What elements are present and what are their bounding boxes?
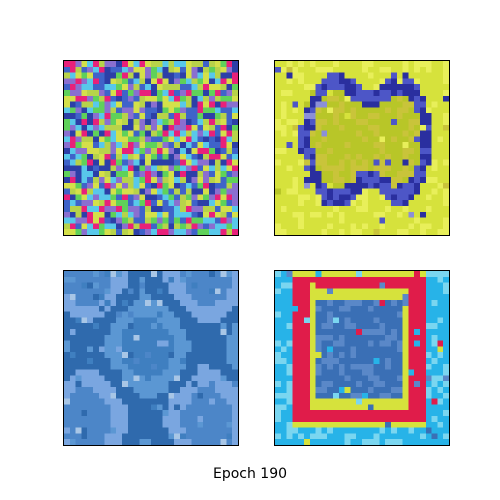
generated-image-bottom-left (63, 270, 239, 446)
generated-image-top-left (63, 60, 239, 236)
generated-image-top-right (274, 60, 450, 236)
generated-image-bottom-right (274, 270, 450, 446)
epoch-caption: Epoch 190 (212, 466, 288, 482)
